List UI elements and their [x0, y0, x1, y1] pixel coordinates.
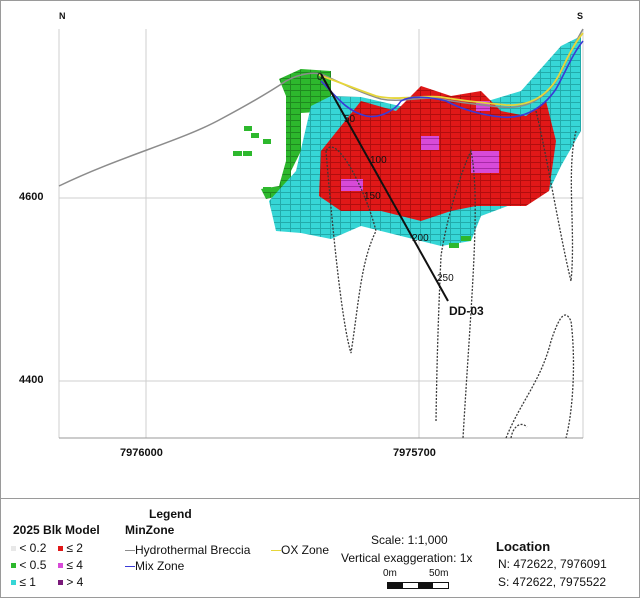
legend-panel: Legend 2025 Blk Model MinZone < 0.2 ≤ 2 … — [1, 498, 639, 598]
location-north: N: 472622, 7976091 — [498, 557, 607, 571]
depth-label-0: 0 — [317, 72, 323, 83]
blk-class-gt4: > 4 — [58, 575, 83, 589]
minzone-ox: OX Zone — [271, 543, 329, 557]
blk-swatch-le1 — [11, 580, 16, 586]
minzone-title: MinZone — [125, 523, 175, 537]
ox-line-swatch — [271, 550, 281, 552]
elevation-label-4600: 4600 — [19, 191, 44, 203]
green-blocks-zone — [261, 69, 331, 199]
scale-bar — [387, 582, 449, 589]
blk-class-lt05: < 0.5 — [11, 558, 46, 572]
minzone-mix: Mix Zone — [125, 559, 184, 573]
legend-title: Legend — [149, 507, 192, 521]
blk-class-le4: ≤ 4 — [58, 558, 83, 572]
depth-label-50: 50 — [344, 114, 356, 125]
northing-label-7976000: 7976000 — [120, 447, 163, 459]
hydrothermal-breccia-line — [58, 28, 584, 187]
breccia-contours — [325, 110, 577, 439]
depth-label-150: 150 — [364, 191, 381, 202]
minzone-breccia: Hydrothermal Breccia — [125, 543, 250, 557]
elevation-label-4400: 4400 — [19, 374, 44, 386]
blk-model-title: 2025 Blk Model — [13, 523, 100, 537]
blk-class-le2: ≤ 2 — [58, 541, 83, 555]
magenta-blocks-b — [341, 179, 363, 191]
scalebar-label-50: 50m — [429, 568, 449, 579]
blk-swatch-lt02 — [11, 546, 16, 552]
drillhole-name: DD-03 — [449, 304, 484, 318]
location-south: S: 472622, 7975522 — [498, 575, 607, 589]
location-title: Location — [496, 539, 551, 554]
ox-zone-line — [318, 32, 584, 106]
blk-class-le1: ≤ 1 — [11, 575, 36, 589]
magenta-blocks-c — [421, 136, 439, 150]
red-blocks-zone — [319, 86, 556, 221]
blk-swatch-le4 — [58, 563, 63, 569]
blk-swatch-le2 — [58, 546, 63, 552]
depth-label-100: 100 — [370, 155, 387, 166]
magenta-blocks-a — [471, 151, 499, 173]
depth-label-250: 250 — [437, 273, 454, 284]
northing-label-7975700: 7975700 — [393, 447, 436, 459]
north-label: N — [59, 11, 66, 21]
drillhole-trace — [320, 73, 449, 302]
south-label: S — [577, 11, 584, 21]
vertical-exaggeration-text: Vertical exaggeration: 1x — [341, 551, 473, 565]
depth-label-200: 200 — [412, 233, 429, 244]
blk-swatch-lt05 — [11, 563, 16, 569]
magenta-blocks-d — [476, 101, 490, 111]
blk-class-lt02: < 0.2 — [11, 541, 46, 555]
blk-swatch-gt4 — [58, 580, 63, 586]
scale-text: Scale: 1:1,000 — [371, 533, 448, 547]
breccia-line-swatch — [125, 550, 135, 552]
mix-zone-line — [320, 40, 584, 119]
scalebar-label-0: 0m — [383, 568, 397, 579]
scattered-green-blocks — [233, 126, 471, 248]
block-model — [233, 36, 581, 248]
cross-section-view: 0 50 100 150 200 250 DD-03 — [58, 28, 584, 439]
mix-line-swatch — [125, 566, 135, 568]
